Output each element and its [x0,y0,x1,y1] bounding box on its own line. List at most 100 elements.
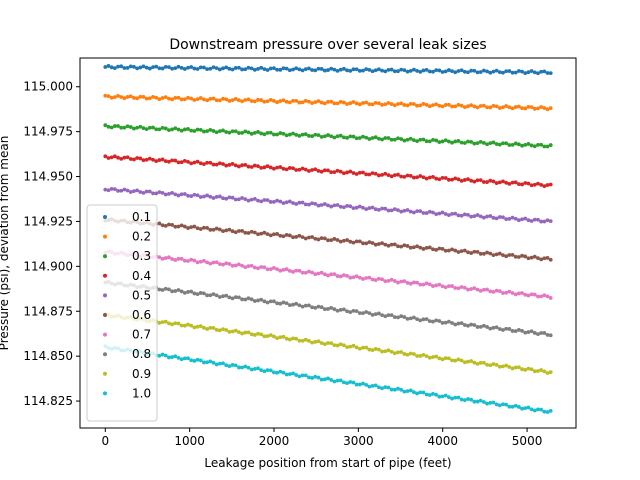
point [437,356,442,361]
point [431,138,435,142]
point [427,245,432,250]
point [440,210,445,215]
point [469,139,474,144]
point [186,193,190,198]
point [348,310,353,314]
point [453,104,458,109]
point [532,369,537,374]
point [446,213,451,217]
point [192,325,197,330]
point [364,310,369,314]
point [532,408,537,413]
point [456,177,461,182]
point [122,125,127,130]
point [373,312,378,317]
point [466,250,470,255]
point [112,66,117,70]
point [265,131,270,135]
point [545,218,550,223]
point [539,142,544,147]
point [434,283,439,288]
y-axis-label: Pressure (psi), deviation from mean [0,136,11,351]
point [224,328,229,332]
point [412,352,416,356]
point [208,261,213,266]
point [415,391,419,396]
point [542,69,547,74]
point [408,388,413,393]
point [412,67,416,72]
point [497,403,502,408]
point [370,205,375,210]
point [361,170,365,175]
point [545,107,550,112]
point [160,352,165,357]
point [157,255,162,260]
point [272,166,276,171]
point [214,362,219,367]
point [195,127,200,132]
point [399,279,404,284]
point [510,366,515,371]
point [198,324,203,328]
point [246,164,251,169]
point [319,203,324,207]
point [182,67,187,71]
point [456,357,461,362]
point [294,336,299,341]
point [297,374,302,379]
point [536,407,540,412]
point [357,275,362,280]
point [481,215,486,220]
point [434,247,439,252]
point [319,169,324,174]
point [488,326,493,331]
point [338,378,343,383]
point [335,343,340,348]
point [182,323,187,328]
point [494,402,499,407]
point [322,134,327,139]
point [539,407,544,412]
point [345,381,349,386]
point [208,97,213,101]
point [462,69,467,74]
point [316,339,321,344]
point [160,96,165,100]
point [443,356,448,361]
point [345,68,349,73]
point [469,251,474,255]
point [367,206,372,210]
point [338,204,343,209]
point [507,253,512,257]
point [380,241,384,246]
point [151,94,155,99]
point [297,303,302,308]
point [443,285,448,290]
point [456,286,461,291]
point [307,269,311,274]
point [198,65,203,70]
point [459,213,464,218]
point [446,395,451,400]
point [128,190,133,194]
point [402,315,407,319]
point [332,343,337,348]
legend-item: 0.2 [103,230,151,244]
legend-marker [103,215,107,219]
point [160,191,165,195]
point [329,272,334,277]
point [189,96,194,101]
point [526,293,531,298]
legend-label: 0.4 [132,269,151,283]
point [189,161,194,166]
point [326,168,330,173]
point [256,266,260,271]
point [316,99,321,104]
point [542,106,547,110]
point [402,138,407,143]
point [179,65,184,70]
point [501,402,505,407]
point [361,134,365,139]
point [526,218,531,223]
